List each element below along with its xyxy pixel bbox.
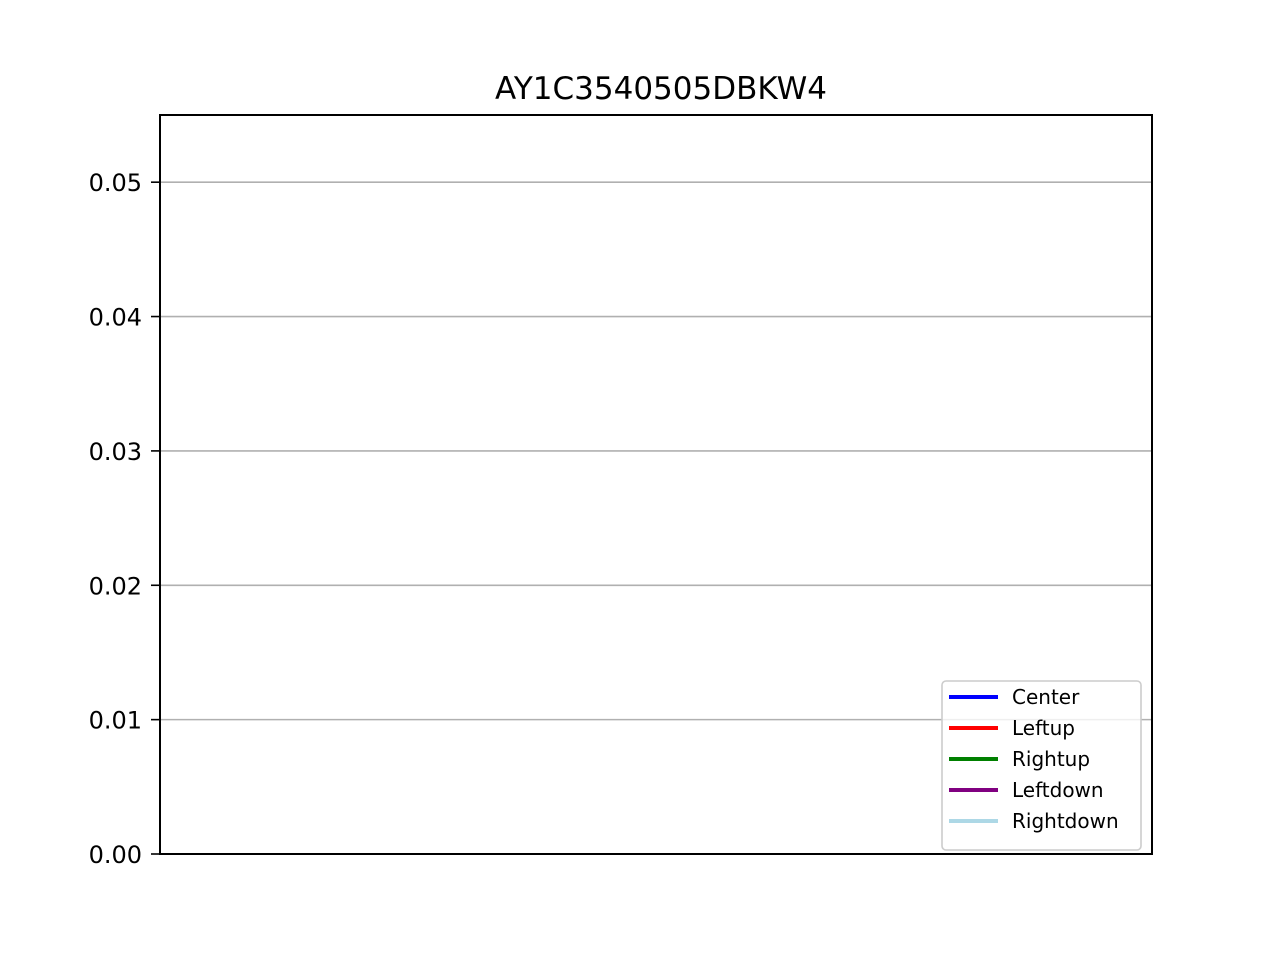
y-tick-label: 0.02 — [89, 572, 142, 600]
y-axis-ticks: 0.00 0.01 0.02 0.03 0.04 0.05 — [89, 169, 160, 869]
y-tick-label: 0.01 — [89, 707, 142, 735]
y-tick-label: 0.05 — [89, 169, 142, 197]
legend-box — [941, 680, 1142, 851]
legend-label: Leftdown — [1012, 778, 1104, 802]
legend-label: Center — [1012, 685, 1080, 709]
legend-label: Rightup — [1012, 747, 1090, 771]
y-tick-label: 0.03 — [89, 438, 142, 466]
legend-label: Leftup — [1012, 716, 1075, 740]
chart-title: AY1C3540505DBKW4 — [495, 71, 827, 107]
y-tick-label: 0.00 — [89, 841, 142, 869]
legend-label: Rightdown — [1012, 809, 1119, 833]
legend: Center Leftup Rightup Leftdown Rightdown — [941, 680, 1142, 851]
plot-area-frame — [159, 114, 1153, 855]
y-tick-label: 0.04 — [89, 304, 142, 332]
